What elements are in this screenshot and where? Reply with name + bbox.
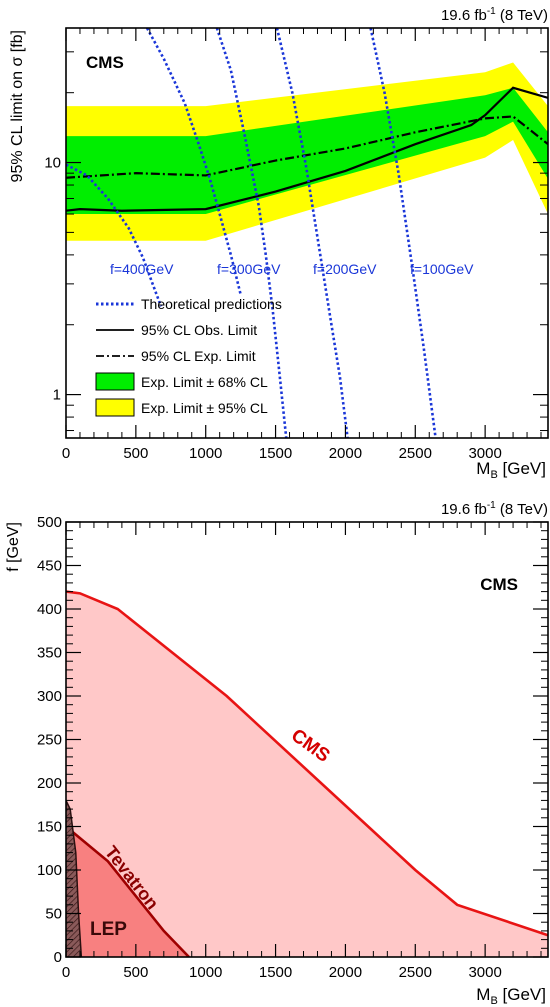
theory-curves (66, 28, 437, 438)
region-lep-area (66, 800, 82, 957)
theory-labels: f=400GeV f=300GeV f=200GeV f=100GeV (110, 261, 474, 277)
x-tick-label: 1500 (259, 445, 292, 462)
cms-label: CMS (86, 53, 124, 72)
region-cms-area (66, 591, 548, 957)
axis-ticks-2 (65, 521, 548, 958)
x-tick-label: 3000 (468, 445, 501, 462)
region-cms-boundary (66, 590, 548, 937)
theory-label: f=300GeV (217, 261, 281, 277)
theory-label: f=100GeV (410, 261, 474, 277)
limit-lines (66, 86, 548, 212)
y-axis-label-2: f [GeV] (5, 522, 22, 572)
x-tick-label: 1000 (189, 445, 222, 462)
y-tick-label: 250 (37, 732, 62, 749)
axis-ticks (65, 28, 548, 438)
legend-label: Exp. Limit ± 68% CL (141, 374, 268, 390)
x-tick-label: 2500 (399, 445, 432, 462)
x-tick-label: 2000 (329, 964, 362, 981)
y-tick-label: 200 (37, 775, 62, 792)
legend-swatch (95, 372, 135, 391)
observed-limit-line (66, 86, 548, 212)
x-tick-label: 2000 (329, 445, 362, 462)
x-tick-label: 500 (123, 964, 148, 981)
y-tick-label: 350 (37, 645, 62, 662)
y-tick-label: 1 (53, 387, 61, 404)
theory-curve (215, 28, 288, 438)
x-axis-label-2: MB [GeV] (476, 985, 546, 1007)
x-tick-label: 1500 (259, 964, 292, 981)
lumi-header-2: 19.6 fb-1 (8 TeV) (441, 500, 548, 518)
theory-curve (145, 28, 242, 295)
band-68 (66, 87, 548, 215)
exclusion-regions (66, 590, 548, 957)
y-axis-label: 95% CL limit on σ [fb] (9, 30, 26, 182)
x-tick-label: 500 (123, 445, 148, 462)
y-tick-label: 400 (37, 601, 62, 618)
lumi-header: 19.6 fb-1 (8 TeV) (441, 6, 548, 24)
expected-limit-bands (66, 62, 548, 241)
y-tick-label: 50 (45, 906, 62, 923)
theory-curve (66, 163, 163, 307)
legend-swatch (95, 398, 135, 417)
tick-labels: 0 500 1000 1500 2000 2500 3000 1 10 (44, 155, 502, 462)
x-tick-label: 0 (62, 445, 70, 462)
y-tick-label: 450 (37, 558, 62, 575)
y-tick-label: 300 (37, 688, 62, 705)
legend-label: 95% CL Obs. Limit (141, 322, 257, 338)
region-lep-boundary (66, 800, 83, 957)
legend: Theoretical predictions 95% CL Obs. Limit… (95, 296, 282, 417)
x-tick-label: 2500 (399, 964, 432, 981)
theory-label: f=400GeV (110, 261, 174, 277)
tick-labels-2: 0 500 1000 1500 2000 2500 3000 0 50 100 150 200 250 3… (37, 514, 502, 981)
legend-label: Exp. Limit ± 95% CL (141, 400, 268, 416)
x-tick-label: 1000 (189, 964, 222, 981)
x-axis-label: MB [GeV] (476, 459, 546, 481)
y-tick-label: 500 (37, 514, 62, 531)
y-tick-label: 0 (54, 949, 62, 966)
theory-label: f=200GeV (313, 261, 377, 277)
theory-curve (369, 28, 437, 438)
expected-limit-line (66, 115, 548, 179)
y-tick-label: 150 (37, 819, 62, 836)
limit-plot: 0 500 1000 1500 2000 2500 3000 1 10 19.6 fb-1 (8… (9, 6, 549, 481)
legend-label: Theoretical predictions (141, 296, 282, 312)
plot-frame (65, 27, 549, 439)
x-tick-label: 0 (62, 964, 70, 981)
y-tick-label: 100 (37, 862, 62, 879)
legend-label: 95% CL Exp. Limit (141, 348, 256, 364)
region-label-lep: LEP (90, 919, 127, 940)
region-tevatron-boundary (66, 825, 190, 957)
x-tick-label: 3000 (468, 964, 501, 981)
exclusion-plot: 0 500 1000 1500 2000 2500 3000 0 50 100 150 200 250 3… (5, 500, 549, 1007)
cms-label-2: CMS (480, 575, 518, 594)
y-tick-label: 10 (44, 155, 61, 172)
theory-curve (275, 28, 349, 438)
